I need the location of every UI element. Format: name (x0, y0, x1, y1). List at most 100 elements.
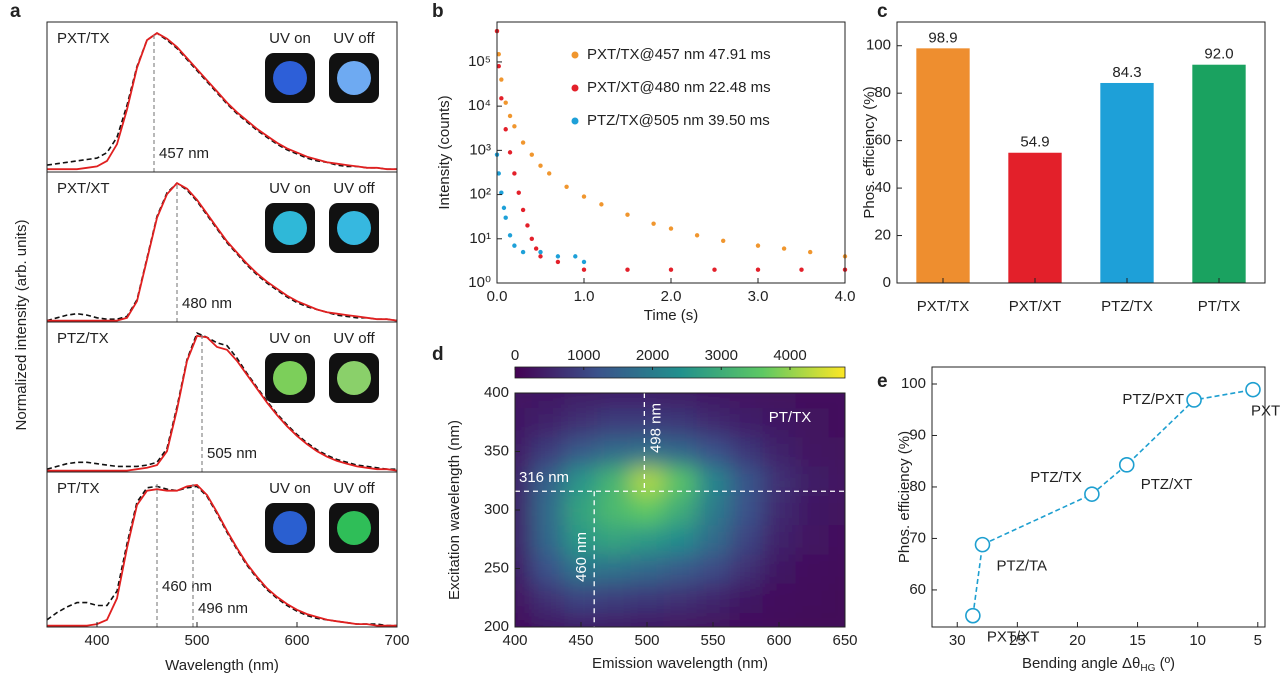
cell (696, 583, 730, 613)
cell (630, 553, 664, 584)
cell (762, 583, 796, 613)
cell (795, 553, 829, 584)
panel-letter: d (432, 344, 444, 365)
cell (828, 612, 845, 627)
series-line (46, 332, 397, 470)
point (581, 259, 587, 265)
frame (896, 21, 1266, 284)
y-tick-label: 10⁰ (468, 274, 491, 291)
legend-label: PTZ/TX@505 nm 39.50 ms (587, 112, 770, 129)
x-tick-label: 5 (1254, 632, 1262, 649)
point (538, 254, 543, 259)
cell (696, 553, 730, 584)
photo-label: UV off (333, 30, 375, 47)
cell (696, 612, 730, 627)
y-tick-label: 400 (484, 384, 509, 401)
panel-name: PXT/XT (57, 180, 110, 197)
x-tick-label: 30 (949, 632, 966, 649)
cell (729, 407, 763, 438)
y-axis-label: Normalized intensity (arb. units) (13, 220, 30, 431)
cell (729, 524, 763, 555)
cell (564, 393, 598, 409)
point (525, 223, 530, 228)
frame (931, 366, 1266, 628)
cell (795, 436, 829, 467)
series-line (47, 334, 398, 472)
y-tick-label: 40 (874, 179, 891, 196)
cell (597, 612, 631, 627)
point (507, 233, 513, 238)
x-tick-label: 10 (1189, 632, 1206, 649)
x-tick-label: PXT/XT (1009, 298, 1062, 315)
x-tick-label: 0.0 (487, 288, 508, 305)
cell (762, 524, 796, 555)
photo-label: UV off (333, 480, 375, 497)
y-axis-label: Phos. efficiency (%) (861, 86, 878, 218)
cell (762, 393, 796, 409)
y-tick-label: 200 (484, 618, 509, 635)
legend-marker (571, 51, 579, 59)
y-tick-label: 90 (909, 426, 926, 443)
cell (630, 393, 664, 409)
x-tick-label: PTZ/TX (1101, 298, 1153, 315)
cell (515, 524, 532, 555)
legend-marker (571, 117, 579, 125)
cell (630, 583, 664, 613)
x-tick-label: 550 (700, 632, 725, 649)
cell (597, 436, 631, 467)
cell (515, 436, 532, 467)
v-guide-label: 498 nm (647, 403, 664, 453)
panel-name: PXT/TX (57, 30, 110, 47)
cell (828, 393, 845, 409)
y-tick-label: 100 (901, 375, 926, 392)
bar (1100, 82, 1154, 283)
cell (630, 436, 664, 467)
point (581, 267, 587, 272)
photo-sample (337, 211, 371, 245)
peak-label: 480 nm (182, 295, 232, 312)
point (503, 100, 508, 105)
cell (696, 407, 730, 438)
x-axis-label: Wavelength (nm) (165, 657, 279, 674)
heatmap-cells (515, 393, 845, 627)
x-axis-label: Bending angle ΔθHG (º) (1022, 655, 1175, 674)
y-tick-label: 10⁴ (468, 97, 491, 114)
y-tick-label: 100 (866, 37, 891, 54)
x-tick-label: 500 (634, 632, 659, 649)
point (516, 190, 521, 195)
y-tick-label: 60 (874, 132, 891, 149)
x-tick-label: 500 (184, 632, 209, 649)
v-guide-label: 460 nm (573, 532, 590, 582)
y-tick-label: 20 (874, 227, 891, 244)
point (512, 124, 517, 129)
cell (795, 524, 829, 555)
cell (564, 583, 598, 613)
x-tick-label: 600 (766, 632, 791, 649)
cell (597, 407, 631, 438)
point (512, 171, 517, 176)
x-tick-label: 2.0 (661, 288, 682, 305)
marker (965, 607, 981, 624)
point (755, 243, 761, 248)
point (538, 249, 543, 255)
cell (630, 612, 664, 627)
point (529, 236, 534, 241)
x-tick-label: PT/TX (1198, 298, 1241, 315)
cell (663, 612, 697, 627)
cell (515, 393, 532, 409)
y-tick-label: 300 (484, 501, 509, 518)
point (499, 190, 504, 195)
x-axis-label-part: Bending angle Δθ (1022, 655, 1140, 672)
cell (828, 524, 845, 555)
bar (916, 48, 970, 283)
cell (564, 495, 598, 526)
point (503, 127, 508, 132)
point (533, 246, 539, 251)
y-tick-label: 60 (909, 581, 926, 598)
point (694, 233, 700, 238)
point (507, 113, 513, 119)
point (625, 267, 630, 272)
y-tick-label: 350 (484, 442, 509, 459)
point (547, 171, 552, 176)
x-tick-label: 3.0 (748, 288, 769, 305)
